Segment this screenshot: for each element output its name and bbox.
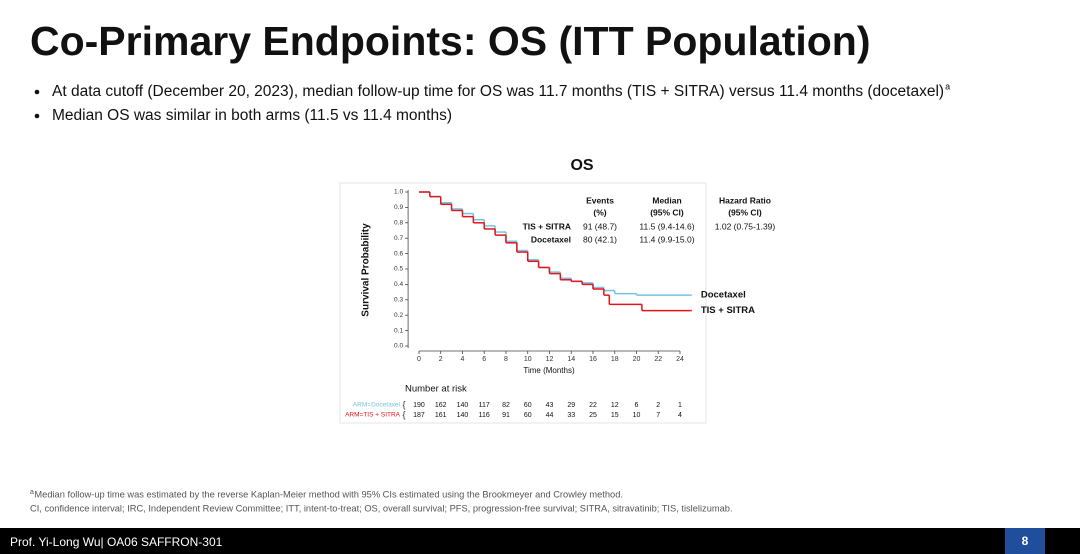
x-tick-label: 0	[417, 356, 421, 363]
risk-count: 43	[546, 402, 554, 409]
risk-count: 116	[479, 412, 490, 419]
bullet-dot	[34, 113, 40, 119]
risk-count: 117	[479, 402, 490, 409]
y-tick-label: 0.7	[394, 235, 403, 242]
risk-count: 22	[589, 402, 597, 409]
chart-title: OS	[570, 157, 593, 174]
y-tick-label: 0.4	[394, 281, 403, 288]
x-tick-label: 8	[504, 356, 508, 363]
table-header: (95% CI)	[650, 207, 684, 217]
footnote: Median follow-up time was estimated by t…	[34, 489, 623, 499]
bullet-dot	[34, 89, 40, 95]
y-tick-label: 0.2	[394, 312, 403, 319]
risk-count: 187	[413, 412, 425, 419]
risk-count: 12	[611, 402, 619, 409]
risk-row-label: ARM=TIS + SITRA	[345, 412, 401, 419]
y-tick-label: 0.0	[394, 343, 403, 350]
footer-bar	[0, 528, 1080, 554]
risk-count: 15	[611, 412, 619, 419]
table-cell: 1.02 (0.75-1.39)	[715, 221, 776, 231]
y-tick-label: 0.8	[394, 220, 403, 227]
table-header: (%)	[593, 207, 606, 217]
page-number: 8	[1022, 534, 1029, 548]
footnote: CI, confidence interval; IRC, Independen…	[30, 503, 733, 513]
table-cell: 91 (48.7)	[583, 221, 617, 231]
risk-row-label: ARM=Docetaxel	[353, 402, 401, 409]
risk-count: 44	[546, 412, 554, 419]
risk-count: 161	[435, 412, 447, 419]
risk-count: 60	[524, 402, 532, 409]
y-tick-label: 0.5	[394, 266, 403, 273]
x-tick-label: 18	[611, 356, 619, 363]
x-tick-label: 24	[676, 356, 684, 363]
y-tick-label: 0.6	[394, 250, 403, 257]
table-cell: 11.5 (9.4-14.6)	[639, 221, 694, 231]
risk-brace: {	[402, 399, 405, 409]
x-tick-label: 6	[482, 356, 486, 363]
x-tick-label: 14	[567, 356, 575, 363]
risk-count: 7	[656, 412, 660, 419]
risk-count: 29	[567, 402, 575, 409]
bullet-text: Median OS was similar in both arms (11.5…	[52, 107, 452, 124]
table-row-label: Docetaxel	[531, 234, 571, 244]
risk-count: 140	[457, 402, 469, 409]
step-riser	[429, 192, 643, 311]
chart-frame	[339, 182, 707, 424]
table-header: Events	[586, 195, 614, 205]
x-axis-label: Time (Months)	[523, 366, 575, 375]
slide-title: Co-Primary Endpoints: OS (ITT Population…	[30, 18, 870, 64]
table-row-label: TIS + SITRA	[523, 221, 571, 231]
risk-count: 4	[678, 412, 682, 419]
series-label: Docetaxel	[701, 290, 746, 301]
superscript: a	[945, 81, 950, 91]
risk-count: 60	[524, 412, 532, 419]
risk-count: 91	[502, 412, 510, 419]
footer-presenter: Prof. Yi-Long Wu| OA06 SAFFRON-301	[10, 535, 223, 549]
x-tick-label: 22	[654, 356, 662, 363]
risk-count: 6	[635, 402, 639, 409]
y-tick-label: 0.9	[394, 204, 403, 211]
table-header: (95% CI)	[728, 207, 762, 217]
risk-count: 82	[502, 402, 510, 409]
risk-count: 10	[633, 412, 641, 419]
x-tick-label: 16	[589, 356, 597, 363]
risk-count: 33	[567, 412, 575, 419]
x-tick-label: 2	[439, 356, 443, 363]
risk-count: 162	[435, 402, 447, 409]
y-tick-label: 0.1	[394, 327, 403, 334]
risk-count: 25	[589, 412, 597, 419]
x-tick-label: 20	[633, 356, 641, 363]
risk-table-title: Number at risk	[405, 384, 467, 395]
x-tick-label: 10	[524, 356, 532, 363]
superscript: a	[30, 489, 34, 496]
bullet-text: At data cutoff (December 20, 2023), medi…	[52, 83, 944, 100]
page-number-box	[1005, 528, 1045, 554]
risk-count: 140	[457, 412, 469, 419]
series-label: TIS + SITRA	[701, 305, 755, 316]
risk-count: 2	[656, 402, 660, 409]
y-axis-label: Survival Probability	[361, 223, 372, 317]
risk-brace: {	[402, 409, 405, 419]
table-header: Hazard Ratio	[719, 195, 771, 205]
table-cell: 80 (42.1)	[583, 234, 617, 244]
risk-count: 190	[413, 402, 425, 409]
table-cell: 11.4 (9.9-15.0)	[639, 234, 694, 244]
y-tick-label: 0.3	[394, 297, 403, 304]
y-tick-label: 1.0	[394, 189, 403, 196]
x-tick-label: 12	[546, 356, 554, 363]
table-header: Median	[652, 195, 681, 205]
risk-count: 1	[678, 402, 682, 409]
x-tick-label: 4	[461, 356, 465, 363]
